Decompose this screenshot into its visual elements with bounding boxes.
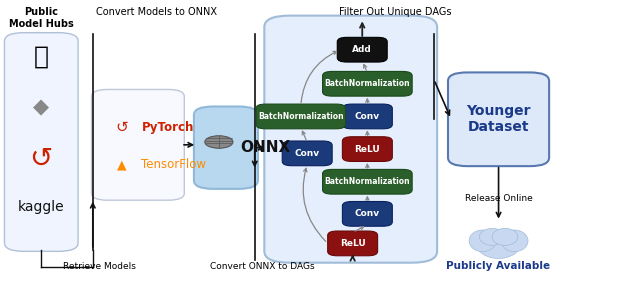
Text: Younger
Dataset: Younger Dataset [467,104,531,134]
FancyBboxPatch shape [323,72,412,96]
FancyBboxPatch shape [194,106,258,189]
Text: ▲: ▲ [117,158,127,171]
Text: Convert ONNX to DAGs: Convert ONNX to DAGs [210,262,315,271]
FancyBboxPatch shape [92,89,184,200]
FancyBboxPatch shape [264,16,437,263]
Text: Release Online: Release Online [465,194,532,203]
Text: ReLU: ReLU [355,145,380,154]
FancyBboxPatch shape [342,104,392,129]
FancyBboxPatch shape [256,104,346,129]
FancyBboxPatch shape [448,72,549,166]
Text: Filter Out Unique DAGs: Filter Out Unique DAGs [339,7,452,17]
Text: Public
Model Hubs: Public Model Hubs [8,7,74,29]
Text: Publicly Available: Publicly Available [447,260,550,271]
Ellipse shape [479,228,505,245]
Text: PyTorch: PyTorch [141,121,194,134]
Text: BatchNormalization: BatchNormalization [324,79,410,88]
Text: ONNX: ONNX [240,140,291,155]
Circle shape [205,136,233,148]
FancyBboxPatch shape [342,202,392,226]
Text: ↺: ↺ [116,120,129,135]
FancyBboxPatch shape [282,141,332,166]
FancyBboxPatch shape [4,33,78,251]
Ellipse shape [469,230,496,252]
Text: 🤗: 🤗 [33,45,49,69]
FancyBboxPatch shape [342,137,392,161]
Text: BatchNormalization: BatchNormalization [258,112,344,121]
Text: Conv: Conv [355,112,380,121]
Text: Add: Add [353,45,372,54]
Ellipse shape [492,228,518,245]
Text: BatchNormalization: BatchNormalization [324,177,410,186]
FancyBboxPatch shape [323,169,412,194]
Text: ReLU: ReLU [340,239,365,248]
Text: Conv: Conv [355,209,380,218]
FancyBboxPatch shape [337,37,387,62]
FancyBboxPatch shape [328,231,378,256]
Text: ↺: ↺ [29,145,52,173]
Text: Retrieve Models: Retrieve Models [63,262,136,271]
Text: Convert Models to ONNX: Convert Models to ONNX [96,7,218,17]
Text: ◆: ◆ [33,98,49,118]
Text: kaggle: kaggle [18,200,64,214]
Ellipse shape [477,230,520,258]
Text: Conv: Conv [294,149,320,158]
Ellipse shape [501,230,528,252]
Text: TensorFlow: TensorFlow [141,158,207,171]
